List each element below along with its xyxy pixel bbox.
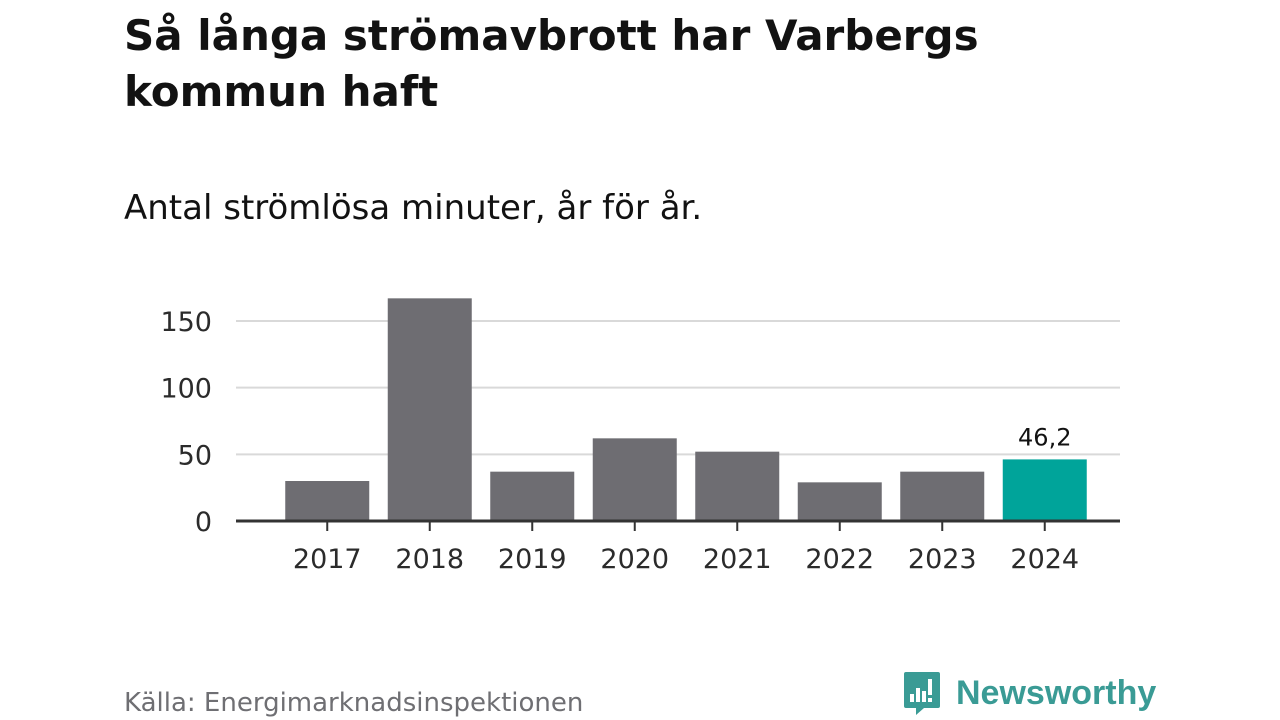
x-tick-label: 2024 [1010, 544, 1079, 575]
y-tick-label: 150 [160, 307, 212, 338]
grid-lines [236, 320, 1120, 456]
bar-2024 [1002, 459, 1087, 521]
y-tick-label: 100 [160, 374, 212, 405]
source-note: Källa: Energimarknadsinspektionen [124, 688, 584, 718]
bar-2020 [592, 438, 677, 521]
x-tick-label: 2022 [805, 544, 874, 575]
bar-2017 [285, 481, 370, 521]
y-tick-label: 0 [195, 507, 212, 538]
bar-2019 [490, 471, 575, 521]
axes [236, 519, 1120, 531]
newsworthy-logo-icon [904, 672, 940, 715]
bar-2023 [900, 471, 985, 521]
x-tick-label: 2020 [600, 544, 669, 575]
bar-2018 [387, 298, 472, 521]
data-label-2024: 46,2 [1018, 423, 1071, 451]
bar-2022 [797, 482, 882, 521]
x-tick-label: 2019 [498, 544, 567, 575]
x-tick-label: 2017 [293, 544, 362, 575]
x-tick-label: 2021 [703, 544, 772, 575]
x-tick-label: 2018 [395, 544, 464, 575]
chart-title: Så långa strömavbrott har Varbergs kommu… [124, 11, 979, 116]
labels: 0 50 100 150 2017 2018 2019 2020 2021 2022 2023 202… [160, 307, 1079, 575]
brand-logo: Newsworthy [902, 670, 1156, 716]
bar-2021 [695, 451, 780, 521]
x-tick-label: 2023 [908, 544, 977, 575]
chart-subtitle: Antal strömlösa minuter, år för år. [124, 188, 703, 228]
brand-name: Newsworthy [956, 674, 1157, 712]
y-tick-label: 50 [178, 440, 212, 471]
bars [285, 298, 1087, 521]
